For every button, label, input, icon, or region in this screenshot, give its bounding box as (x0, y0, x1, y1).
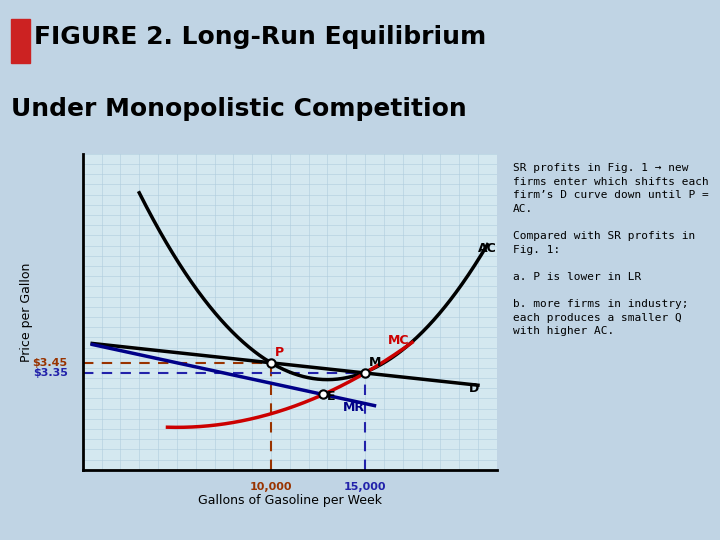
Text: E: E (327, 389, 336, 403)
Text: $3.45: $3.45 (32, 358, 68, 368)
Text: FIGURE 2. Long-Run Equilibrium: FIGURE 2. Long-Run Equilibrium (34, 25, 486, 49)
Text: AC: AC (478, 242, 497, 255)
Text: MR: MR (343, 401, 364, 414)
Text: 10,000: 10,000 (250, 482, 292, 492)
Text: $3.35: $3.35 (33, 368, 68, 378)
Text: Under Monopolistic Competition: Under Monopolistic Competition (11, 97, 467, 120)
Text: P: P (275, 346, 284, 359)
Text: D: D (469, 382, 479, 395)
Bar (11, 19, 30, 63)
Text: M: M (369, 356, 381, 369)
X-axis label: Gallons of Gasoline per Week: Gallons of Gasoline per Week (198, 494, 382, 507)
Text: Price per Gallon: Price per Gallon (20, 262, 33, 362)
Text: 15,000: 15,000 (344, 482, 387, 492)
Text: MC: MC (387, 334, 409, 347)
Text: SR profits in Fig. 1 → new
firms enter which shifts each
firm’s D curve down unt: SR profits in Fig. 1 → new firms enter w… (513, 163, 709, 336)
